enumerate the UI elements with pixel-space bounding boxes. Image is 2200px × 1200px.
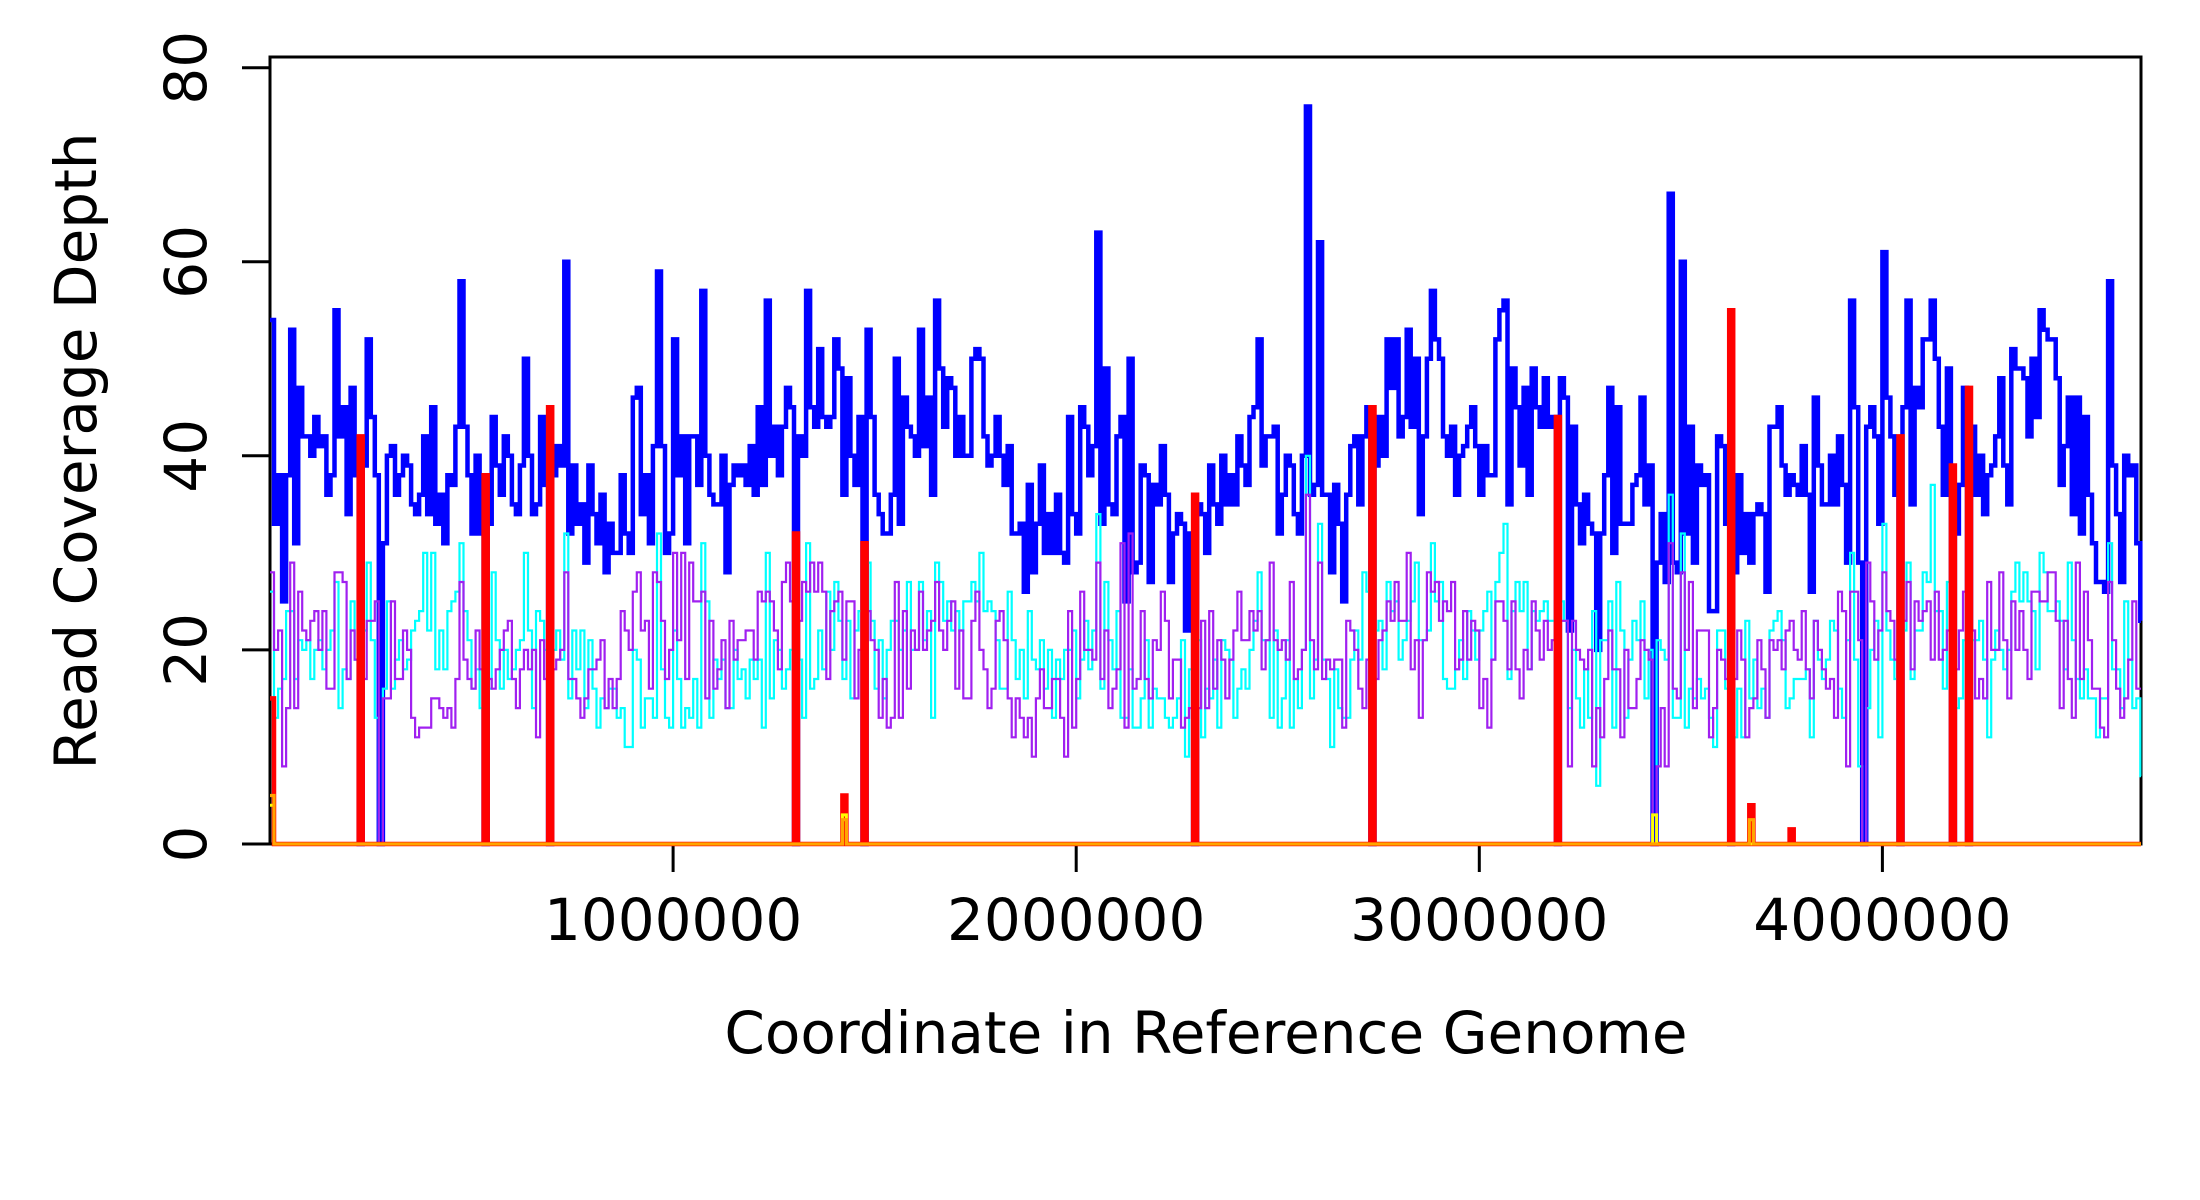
x-axis-title: Coordinate in Reference Genome bbox=[724, 999, 1687, 1067]
x-tick-label: 4000000 bbox=[1753, 886, 2011, 954]
series-unique-total bbox=[270, 104, 2143, 847]
legend: unique total unique top unique bottom re… bbox=[0, 1100, 2200, 1170]
series-repeat-bottom bbox=[270, 793, 2141, 846]
x-tick-label: 2000000 bbox=[947, 886, 1205, 954]
x-tick-label: 1000000 bbox=[544, 886, 802, 954]
y-tick-label: 40 bbox=[152, 419, 220, 493]
x-tick-label: 3000000 bbox=[1350, 886, 1608, 954]
y-tick-label: 80 bbox=[152, 31, 220, 105]
y-tick-label: 60 bbox=[152, 225, 220, 299]
y-tick-label: 20 bbox=[152, 613, 220, 687]
series-unique-top bbox=[270, 454, 2142, 846]
series-unique-bottom bbox=[270, 493, 2141, 846]
y-tick-label: 0 bbox=[152, 826, 220, 863]
y-axis-title: Read Coverage Depth bbox=[42, 132, 110, 769]
